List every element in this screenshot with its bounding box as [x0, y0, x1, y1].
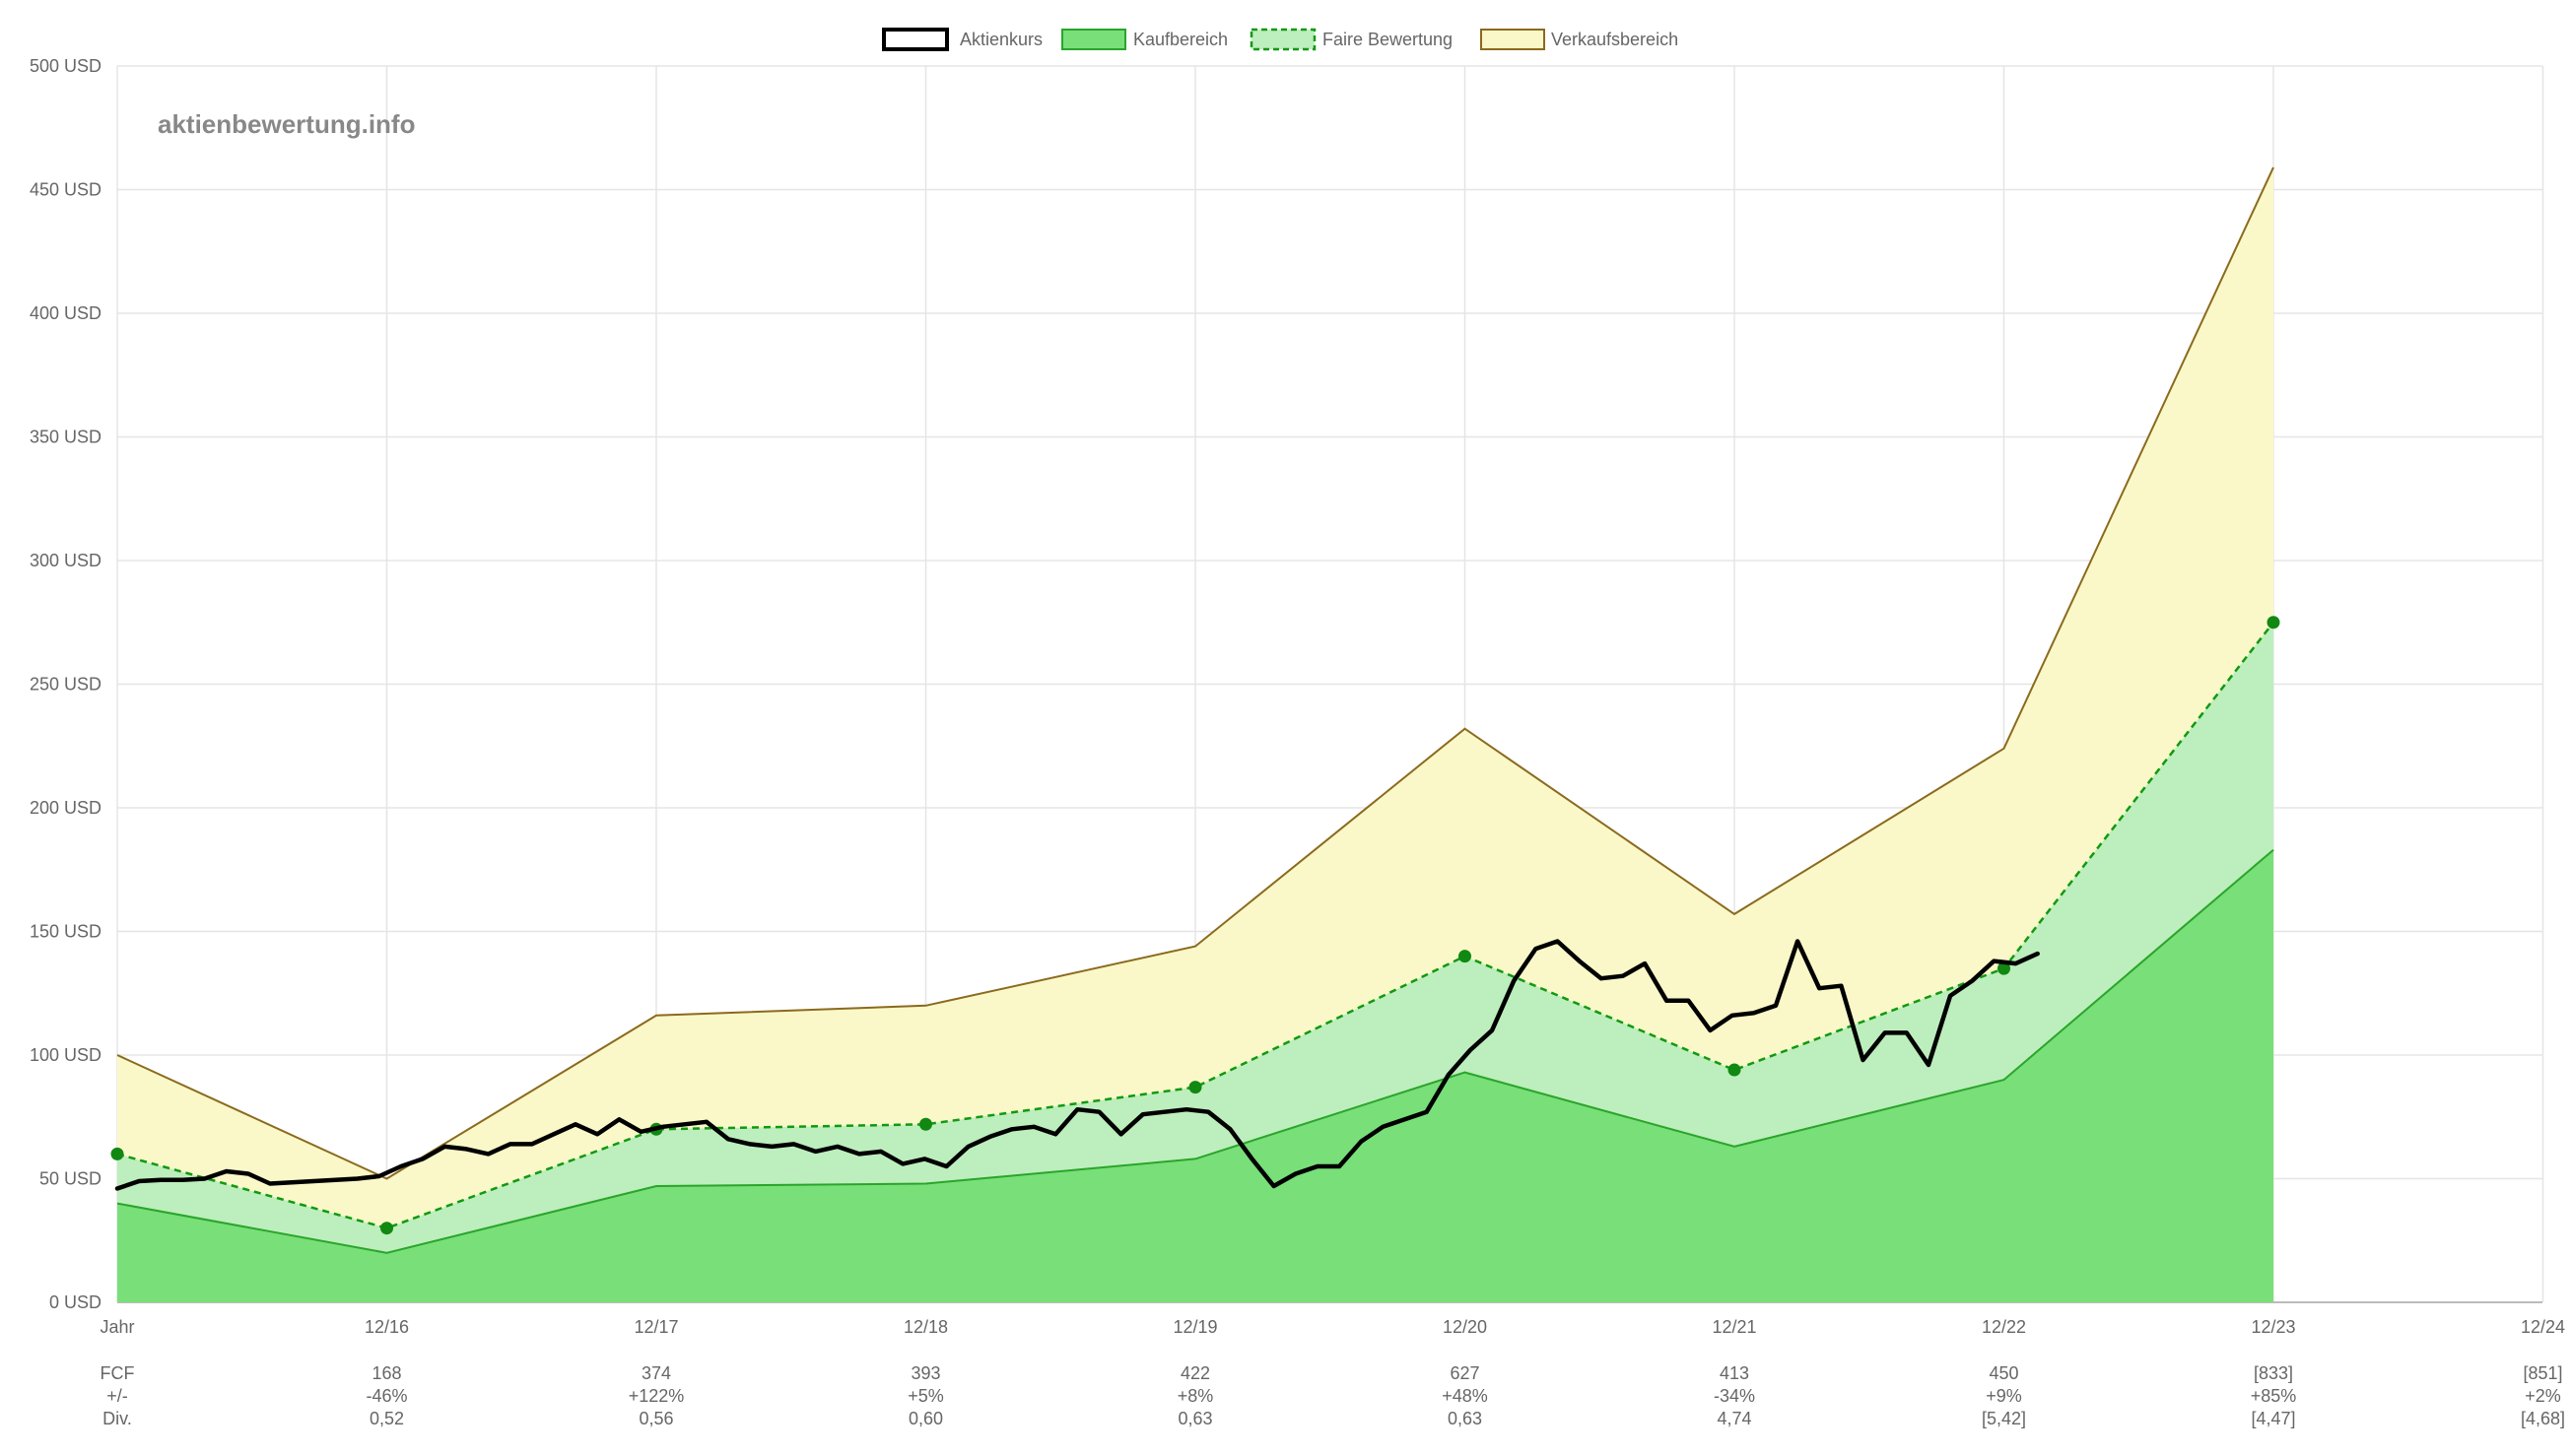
fair-value-point[interactable]: [1727, 1063, 1741, 1077]
y-tick-label: 250 USD: [30, 675, 101, 695]
y-tick-label: 100 USD: [30, 1045, 101, 1065]
table-cell: +2%: [2525, 1386, 2561, 1406]
y-tick-label: 0 USD: [49, 1292, 101, 1312]
table-cell: 168: [372, 1363, 401, 1383]
legend-label-price: Aktienkurs: [960, 30, 1043, 49]
table-cell: +48%: [1442, 1386, 1488, 1406]
table-row-label: +/-: [106, 1386, 128, 1406]
buy-area: [117, 849, 2273, 1302]
table-cell: 0,63: [1178, 1409, 1212, 1428]
legend-item-buy[interactable]: Kaufbereich: [1061, 29, 1228, 50]
table-cell: +9%: [1986, 1386, 2022, 1406]
table-cell: 413: [1720, 1363, 1749, 1383]
x-tick-label: 12/19: [1173, 1317, 1217, 1337]
table-cell: 0,52: [370, 1409, 404, 1428]
legend-item-sell[interactable]: Verkaufsbereich: [1480, 29, 1678, 50]
table-cell: 4,74: [1717, 1409, 1751, 1428]
legend-label-buy: Kaufbereich: [1133, 30, 1228, 49]
x-tick-label: 12/18: [904, 1317, 948, 1337]
legend-label-sell: Verkaufsbereich: [1551, 30, 1678, 49]
table-row-label: Div.: [102, 1409, 132, 1428]
fair-value-point[interactable]: [2267, 616, 2280, 629]
chart-legend[interactable]: Aktienkurs Kaufbereich Faire Bewertung Verk…: [882, 28, 1678, 51]
y-tick-label: 500 USD: [30, 56, 101, 76]
y-tick-label: 300 USD: [30, 551, 101, 570]
table-cell: 0,56: [639, 1409, 673, 1428]
table-cell: [5,42]: [1982, 1409, 2026, 1428]
table-cell: 0,60: [909, 1409, 943, 1428]
table-cell: +85%: [2251, 1386, 2297, 1406]
table-cell: +8%: [1178, 1386, 1214, 1406]
legend-item-price[interactable]: Aktienkurs: [882, 28, 1043, 51]
sell-area: [117, 166, 2273, 1302]
y-axis: 0 USD 50 USD 100 USD 150 USD 200 USD 250 USD 3…: [30, 56, 101, 1312]
table-cell: 393: [911, 1363, 940, 1383]
legend-swatch-fair: [1250, 28, 1317, 51]
price-line: [114, 939, 2040, 1191]
legend-swatch-price: [882, 28, 949, 51]
table-cell: [851]: [2523, 1363, 2562, 1383]
table-cell: 627: [1450, 1363, 1479, 1383]
x-tick-label: 12/20: [1443, 1317, 1487, 1337]
sell-upper-line: [116, 166, 2274, 1180]
fair-value-point[interactable]: [110, 1147, 124, 1160]
legend-label-fair: Faire Bewertung: [1322, 30, 1453, 49]
table-cell: -34%: [1714, 1386, 1755, 1406]
y-tick-label: 50 USD: [39, 1169, 101, 1189]
fair-value-line: [116, 622, 2274, 1230]
x-tick-label: 12/17: [634, 1317, 678, 1337]
fair-value-point[interactable]: [919, 1117, 932, 1131]
legend-swatch-buy: [1061, 29, 1126, 50]
table-cell: +122%: [629, 1386, 685, 1406]
x-tick-label: 12/22: [1982, 1317, 2026, 1337]
legend-item-fair[interactable]: Faire Bewertung: [1250, 28, 1453, 51]
table-row-label: FCF: [101, 1363, 135, 1383]
watermark-text: aktienbewertung.info: [158, 109, 415, 139]
table-cell: +5%: [908, 1386, 944, 1406]
y-tick-label: 150 USD: [30, 922, 101, 942]
table-cell: [4,47]: [2251, 1409, 2295, 1428]
table-cell: 422: [1181, 1363, 1210, 1383]
y-tick-label: 200 USD: [30, 798, 101, 818]
fair-value-point[interactable]: [1458, 950, 1471, 963]
x-tick-label: 12/21: [1712, 1317, 1756, 1337]
y-tick-label: 400 USD: [30, 303, 101, 323]
table-cell: 450: [1989, 1363, 2018, 1383]
legend-swatch-sell: [1480, 29, 1545, 50]
x-tick-label: 12/24: [2521, 1317, 2565, 1337]
y-tick-label: 450 USD: [30, 180, 101, 200]
table-cell: 0,63: [1448, 1409, 1482, 1428]
table-cell: [4,68]: [2521, 1409, 2565, 1428]
fair-value-point[interactable]: [380, 1222, 393, 1235]
fair-value-point[interactable]: [1188, 1081, 1202, 1094]
x-axis: Jahr 12/16 12/17 12/18 12/19 12/20 12/21 12/22 1…: [100, 1317, 2565, 1337]
fair-value-point[interactable]: [1997, 961, 2010, 975]
table-cell: [833]: [2254, 1363, 2293, 1383]
table-cell: 374: [642, 1363, 671, 1383]
y-tick-label: 350 USD: [30, 428, 101, 447]
price-layer: [114, 939, 2040, 1191]
fundamentals-table: FCF 168 374 393 422 627 413 450 [833] [851] +/- -46…: [101, 1363, 2566, 1428]
table-cell: -46%: [366, 1386, 407, 1406]
x-tick-label: 12/23: [2251, 1317, 2295, 1337]
buy-upper-line: [116, 848, 2274, 1254]
x-tick-label: Jahr: [100, 1317, 134, 1337]
x-tick-label: 12/16: [365, 1317, 409, 1337]
